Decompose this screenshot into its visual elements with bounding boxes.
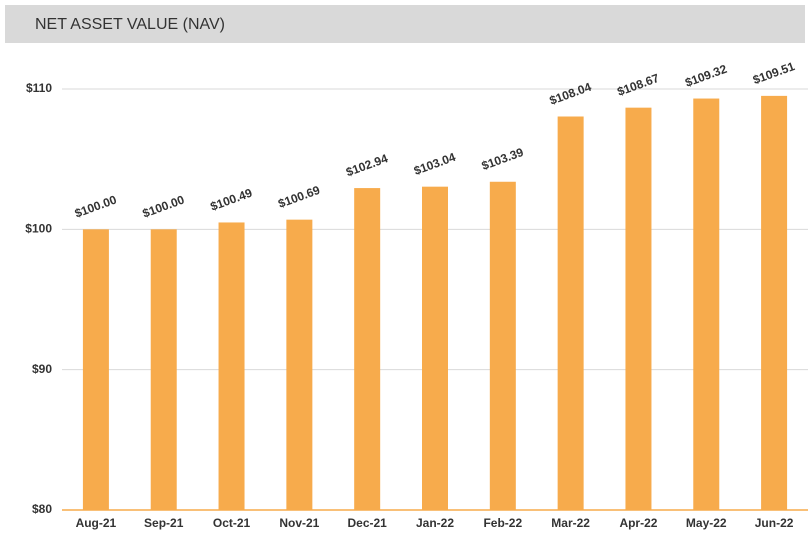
- x-tick-label: Sep-21: [144, 516, 184, 530]
- value-label: $103.04: [412, 150, 458, 178]
- x-tick-label: Dec-21: [348, 516, 388, 530]
- bar: [557, 116, 584, 510]
- bar: [761, 95, 788, 510]
- value-label: $100.00: [141, 192, 187, 220]
- x-tick-label: Aug-21: [76, 516, 117, 530]
- title-band: [5, 5, 805, 43]
- value-label: $109.32: [683, 62, 729, 90]
- value-label: $100.69: [276, 183, 322, 211]
- value-label: $108.67: [615, 71, 661, 99]
- bar: [625, 107, 652, 510]
- x-tick-label: Oct-21: [213, 516, 251, 530]
- bar: [693, 98, 720, 510]
- bar: [286, 219, 313, 510]
- value-label: $108.04: [548, 80, 594, 108]
- chart-title: NET ASSET VALUE (NAV): [35, 16, 225, 33]
- value-label: $100.49: [208, 186, 254, 214]
- y-tick-label: $80: [32, 502, 52, 516]
- y-tick-label: $100: [25, 222, 52, 236]
- value-label: $103.39: [480, 145, 526, 173]
- bar: [489, 181, 516, 511]
- bar: [218, 222, 245, 510]
- bar: [354, 188, 381, 511]
- x-tick-label: May-22: [686, 516, 727, 530]
- x-tick-label: Feb-22: [483, 516, 522, 530]
- x-tick-label: Jan-22: [416, 516, 454, 530]
- x-tick-label: Jun-22: [755, 516, 794, 530]
- bar: [150, 229, 177, 511]
- bar: [82, 229, 109, 511]
- y-tick-label: $110: [26, 81, 52, 95]
- value-label: $109.51: [751, 59, 797, 87]
- y-tick-label: $90: [32, 362, 52, 376]
- x-tick-label: Nov-21: [279, 516, 319, 530]
- x-tick-label: Mar-22: [551, 516, 590, 530]
- value-label: $100.00: [73, 192, 119, 220]
- bar: [422, 186, 448, 510]
- x-tick-label: Apr-22: [619, 516, 657, 530]
- value-label: $102.94: [344, 151, 390, 179]
